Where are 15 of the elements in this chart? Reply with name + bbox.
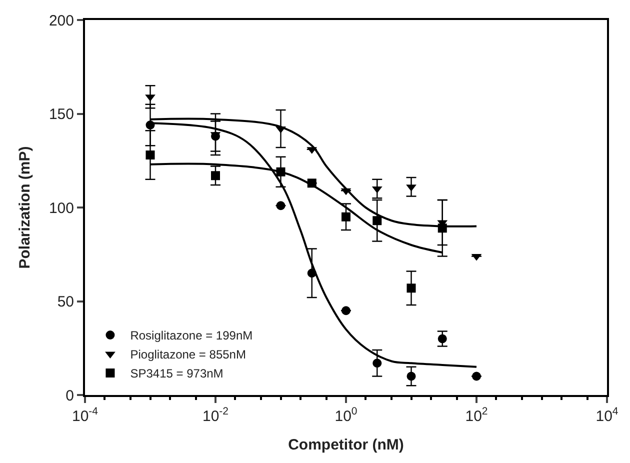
legend-label: Rosiglitazone = 199nM [130,328,253,343]
x-tick-label: 10$^{0}$ [334,406,358,425]
x-tick-label: 10$^{-2}$ [202,406,229,425]
y-tick-label: 0 [66,387,74,404]
y-tick-label: 100 [48,200,74,217]
y-axis-title: Polarization (mP) [16,146,34,269]
x-tick-label: 10$^{4}$ [596,406,618,425]
legend-label: SP3415 = 973nM [130,366,224,381]
legend-label: Pioglitazone = 855nM [130,348,246,362]
x-axis-title: Competitor (nM) [288,436,404,454]
y-tick-label: 200 [48,12,74,30]
x-tick-label: 10$^{-4}$ [72,406,98,425]
y-tick-label: 50 [57,294,74,310]
x-tick-label: 10$^{2}$ [465,406,488,425]
y-tick-label: 150 [48,106,74,123]
